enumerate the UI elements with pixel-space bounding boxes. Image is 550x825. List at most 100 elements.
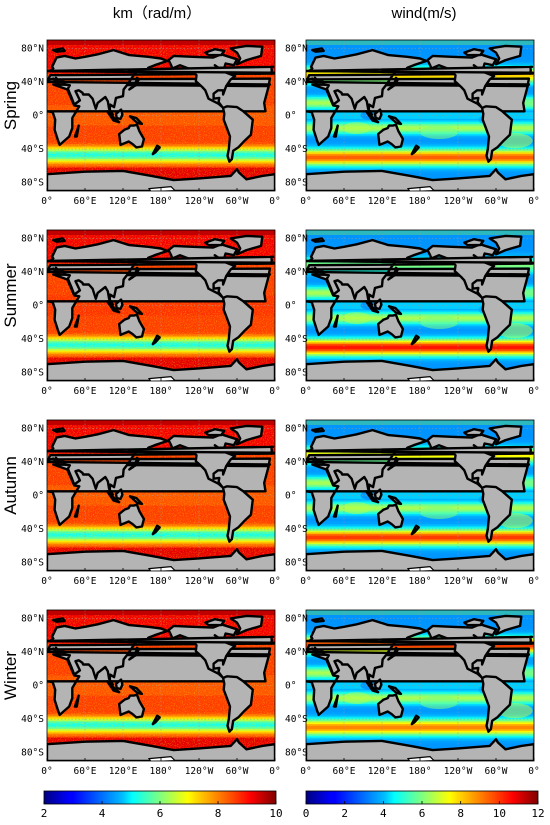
field-band xyxy=(306,332,534,335)
x-tick-label: 120°W xyxy=(444,576,473,587)
column-title-km: km（rad/m） xyxy=(113,5,201,22)
field-band xyxy=(306,238,534,241)
field-band xyxy=(306,350,534,354)
field-band xyxy=(306,357,534,360)
landmass xyxy=(377,313,405,339)
x-tick-label: 120°E xyxy=(368,196,397,207)
field-band xyxy=(306,685,534,688)
landmass xyxy=(221,485,254,543)
colorbar-tick-label: 8 xyxy=(215,807,222,820)
landmass xyxy=(128,495,144,506)
x-tick-label: 120°E xyxy=(109,386,138,397)
landmass xyxy=(306,618,534,686)
x-tick-label: 60°W xyxy=(226,766,249,777)
y-tick-label: 80°N xyxy=(21,43,44,54)
y-tick-label: 40°S xyxy=(21,334,44,345)
field-band xyxy=(306,128,534,132)
field-band xyxy=(306,55,534,58)
x-tick-label: 120°E xyxy=(109,196,138,207)
column-title-wind: wind(m/s) xyxy=(390,5,456,22)
landmass xyxy=(118,313,146,339)
row-label-summer: Summer xyxy=(1,263,20,328)
y-tick-label: 40°S xyxy=(285,524,308,535)
landmass xyxy=(118,123,146,149)
colorbar-tick-label: 10 xyxy=(493,807,506,820)
y-tick-label: 80°S xyxy=(21,368,44,379)
colorbar-tick-label: 4 xyxy=(380,807,387,820)
landmass xyxy=(47,635,275,645)
field-band xyxy=(306,122,534,125)
landmass xyxy=(204,428,226,437)
x-tick-label: 0° xyxy=(41,766,52,777)
landmass xyxy=(306,635,534,645)
landmass xyxy=(311,427,325,433)
field-band xyxy=(306,530,534,534)
field-band xyxy=(306,45,534,48)
field-band xyxy=(306,515,534,518)
map-panel-summer-wind: 0° 60°E 120°E 180° 120°W 60°W 0° 80°N 40°N 0° 40°S… xyxy=(285,229,540,397)
wind-feature xyxy=(420,315,458,329)
x-tick-label: 60°W xyxy=(485,576,508,587)
field-band xyxy=(306,51,534,55)
field-band xyxy=(306,335,534,338)
field-band xyxy=(306,621,534,625)
colorbar-tick-label: 12 xyxy=(531,807,544,820)
landmass xyxy=(73,124,80,138)
landmass xyxy=(332,314,339,328)
field-band xyxy=(306,698,534,702)
colorbar-tick-label: 10 xyxy=(269,807,282,820)
landmass xyxy=(73,504,80,518)
landmass xyxy=(480,295,513,353)
y-tick-label: 80°N xyxy=(285,613,308,624)
field-band xyxy=(306,174,534,177)
landmass xyxy=(47,548,275,571)
y-tick-label: 80°N xyxy=(285,43,308,54)
x-tick-label: 60°W xyxy=(485,196,508,207)
x-tick-label: 180° xyxy=(150,766,173,777)
field-band xyxy=(306,695,534,698)
x-tick-label: 120°W xyxy=(185,196,214,207)
field-band xyxy=(306,164,534,167)
x-tick-label: 60°E xyxy=(74,386,97,397)
map-panel-spring-km: 0° 60°E 120°E 180° 120°W 60°W 0° 80°N 40°N 0° 40°S… xyxy=(21,39,281,207)
field-band xyxy=(306,132,534,135)
x-tick-label: 180° xyxy=(150,196,173,207)
polar-strip xyxy=(306,40,534,46)
landmass xyxy=(73,694,80,708)
x-tick-label: 60°E xyxy=(74,766,97,777)
field-band xyxy=(306,445,534,448)
landmass xyxy=(128,305,144,316)
landmass xyxy=(52,427,66,433)
x-tick-label: 0° xyxy=(41,386,52,397)
landmass xyxy=(387,685,403,696)
landmass xyxy=(480,675,513,733)
landmass xyxy=(306,428,534,496)
y-tick-label: 80°S xyxy=(285,748,308,759)
x-tick-label: 180° xyxy=(409,576,432,587)
y-tick-label: 0° xyxy=(285,681,296,692)
colorbar-wind: 0 2 4 6 8 10 12 xyxy=(303,790,545,820)
field-band xyxy=(306,692,534,695)
field-band xyxy=(306,154,534,157)
colorbar-tick-label: 2 xyxy=(41,807,48,820)
field-band xyxy=(306,722,534,725)
landmass xyxy=(306,255,534,265)
landmass xyxy=(311,237,325,243)
landmass xyxy=(47,238,275,306)
y-tick-label: 80°S xyxy=(285,368,308,379)
polar-strip xyxy=(47,230,275,236)
wind-feature xyxy=(342,692,371,704)
field-band xyxy=(306,544,534,547)
field-band xyxy=(306,339,534,342)
field-band xyxy=(306,347,534,350)
field-band xyxy=(306,167,534,170)
landmass xyxy=(410,524,420,536)
x-tick-label: 0° xyxy=(528,386,539,397)
field-band xyxy=(306,428,534,431)
y-tick-label: 40°S xyxy=(21,714,44,725)
field-band xyxy=(306,518,534,522)
x-tick-label: 0° xyxy=(300,766,311,777)
map-panel-summer-km: 0° 60°E 120°E 180° 120°W 60°W 0° 80°N 40°N 0° 40°S… xyxy=(21,229,281,397)
polar-strip xyxy=(47,420,275,426)
